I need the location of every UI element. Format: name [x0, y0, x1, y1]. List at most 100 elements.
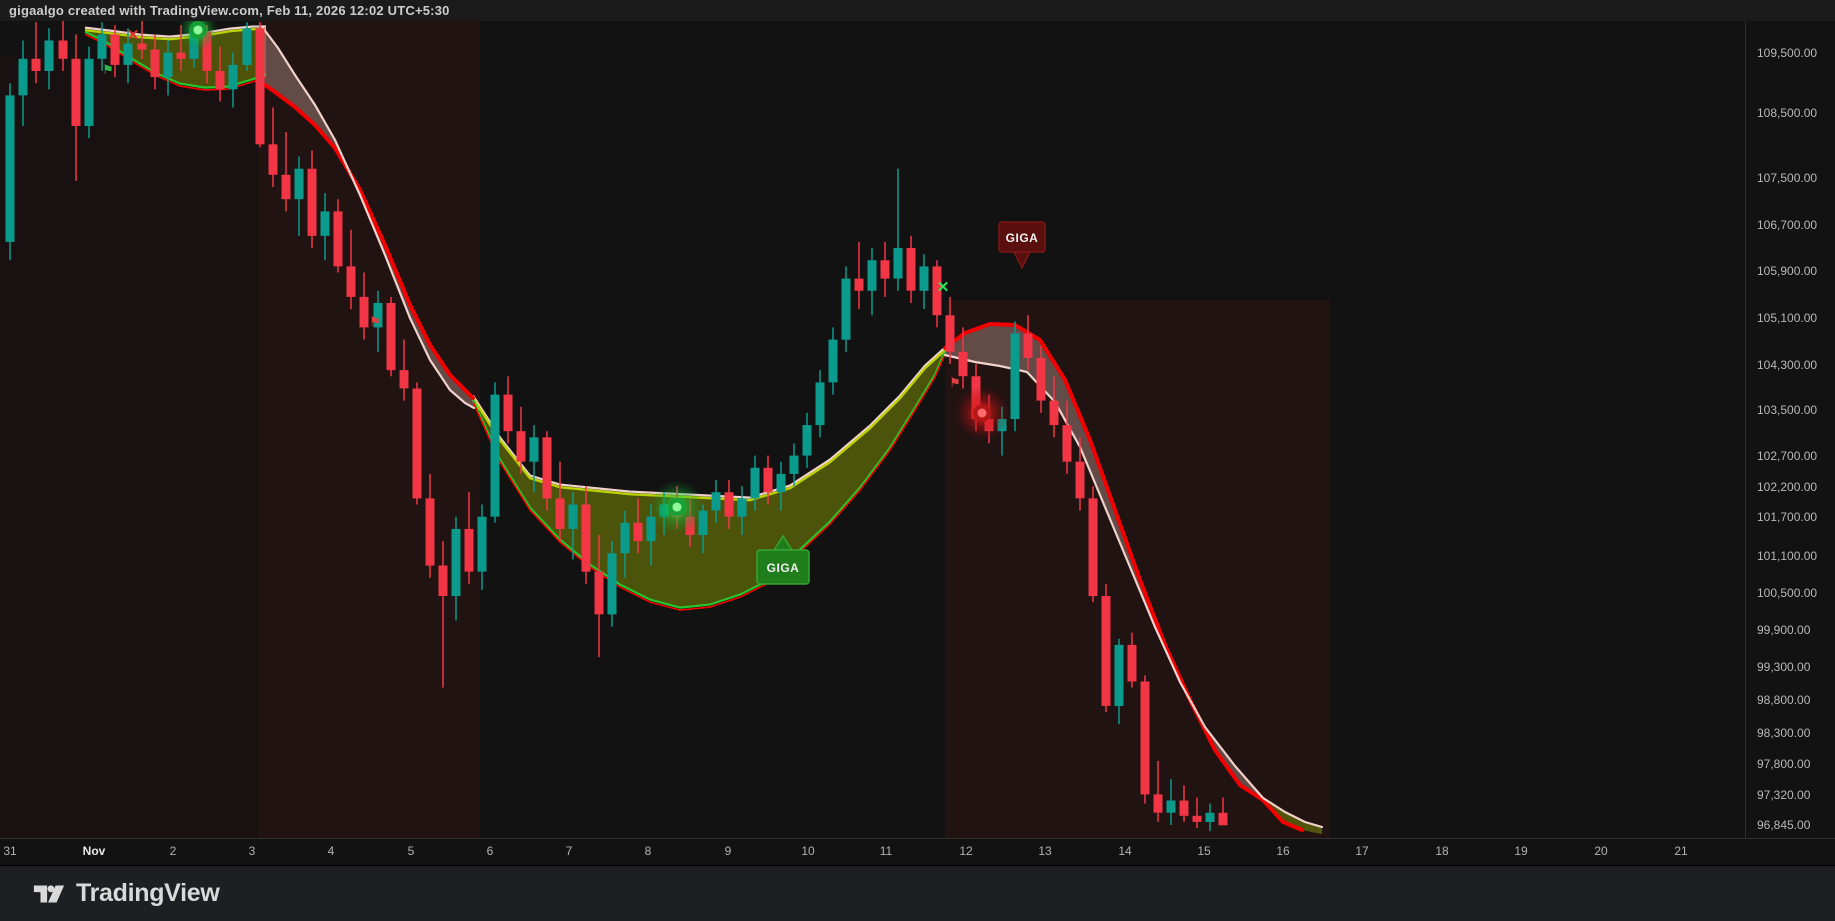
price-tick-label: 101,700.00	[1757, 510, 1818, 524]
candle-body-down	[359, 296, 369, 328]
ma-line-pink	[261, 26, 476, 410]
time-tick-label: 8	[644, 844, 652, 858]
time-tick-label: 5	[407, 844, 415, 858]
time-tick-label: 13	[1038, 844, 1052, 858]
price-tick-label: 104,300.00	[1757, 358, 1818, 372]
candle-body-down	[945, 315, 955, 352]
time-tick-label: 16	[1276, 844, 1290, 858]
price-tick-label: 98,800.00	[1757, 693, 1811, 707]
candle-body-down	[1179, 800, 1189, 816]
candle-body-up	[828, 339, 838, 383]
ma-line-red	[472, 353, 946, 611]
bear-band-fill	[258, 28, 474, 408]
brand-name[interactable]: TradingView	[76, 879, 220, 907]
candle-body-down	[281, 174, 291, 200]
glow-core-dot	[193, 25, 203, 35]
price-tick-label: 105,900.00	[1757, 264, 1818, 278]
ma-line-red	[943, 321, 1304, 832]
time-tick-label: 2	[169, 844, 177, 858]
label-box	[756, 549, 810, 585]
time-tick-label: 18	[1435, 844, 1449, 858]
candle-body-up	[646, 516, 656, 542]
candle-body-down	[255, 28, 265, 145]
time-tick-label: 21	[1674, 844, 1688, 858]
candle-body-down	[438, 565, 448, 596]
candle-body-up	[5, 95, 15, 242]
time-tick-label: 31	[3, 844, 17, 858]
chart-pane[interactable]: ✕ ✕ ⚑ ⚑ ⚑ GIGA GIGA	[0, 0, 1745, 838]
green-x-marker: ✕	[937, 279, 950, 296]
candle-body-down	[724, 492, 734, 517]
candle-body-down	[1192, 815, 1202, 822]
price-tick-label: 97,320.00	[1757, 788, 1811, 802]
time-axis[interactable]: 31 Nov 2 3 4 5 6 7 8 9 10 11 12 13 14 15 16 17 18 19 20 21	[0, 838, 1835, 865]
candle-body-down	[58, 40, 68, 59]
candle-body-up	[568, 504, 578, 529]
time-tick-label: 11	[879, 844, 893, 858]
candle-body-up	[228, 64, 238, 90]
label-box	[998, 221, 1046, 253]
candle-body-down	[150, 49, 160, 78]
green-flag-marker: ⚑	[102, 62, 114, 77]
glow-core-dot	[977, 408, 987, 418]
candle-body-down	[1049, 400, 1059, 426]
ma-line-yellow	[471, 349, 946, 502]
tradingview-logo-icon[interactable]	[32, 879, 66, 909]
red-x-marker: ✕	[127, 27, 140, 44]
candle-body-down	[503, 394, 513, 432]
candle-body-up	[320, 211, 330, 236]
trend-tint	[0, 55, 258, 838]
candle-body-down	[215, 71, 225, 90]
candle-body-up	[711, 492, 721, 511]
price-axis[interactable]: 109,500.00 108,500.00 107,500.00 106,700.00…	[1745, 0, 1835, 838]
candle-body-up	[737, 498, 747, 517]
price-tick-label: 100,500.00	[1757, 586, 1818, 600]
candle-body-down	[1036, 357, 1046, 401]
candle-body-down	[1088, 498, 1098, 597]
candle-body-up	[529, 437, 539, 462]
label-text: GIGA	[767, 561, 800, 575]
giga-buy-label[interactable]: GIGA	[756, 534, 810, 585]
price-tick-label: 108,500.00	[1757, 106, 1818, 120]
footer-bar: TradingView	[0, 865, 1835, 921]
candle-body-up	[451, 528, 461, 597]
time-tick-label: 15	[1197, 844, 1211, 858]
candle-body-up	[1010, 333, 1020, 419]
candle-body-up	[607, 553, 617, 615]
price-tick-label: 102,200.00	[1757, 480, 1818, 494]
candle-body-down	[346, 266, 356, 297]
time-tick-label: 10	[801, 844, 815, 858]
giga-sell-label[interactable]: GIGA	[998, 221, 1046, 270]
candle-body-up	[97, 34, 107, 59]
price-tick-label: 98,300.00	[1757, 726, 1811, 740]
candle-body-down	[333, 211, 343, 267]
red-flag-marker: ⚑	[949, 375, 961, 390]
candle-body-up	[698, 510, 708, 535]
candle-body-down	[958, 351, 968, 377]
candle-body-down	[202, 31, 212, 71]
candle-body-down	[399, 370, 409, 389]
candle-body-down	[1153, 794, 1163, 813]
ma-line-red	[256, 78, 475, 400]
candle-body-down	[268, 144, 278, 175]
candle-body-up	[841, 278, 851, 340]
label-text: GIGA	[1006, 231, 1039, 245]
time-tick-label: 20	[1594, 844, 1608, 858]
candle-body-up	[477, 516, 487, 572]
candle-body-down	[763, 467, 773, 493]
ma-line-pink	[472, 346, 946, 499]
candle-body-up	[373, 303, 383, 328]
candle-body-up	[750, 467, 760, 499]
price-tick-label: 96,845.00	[1757, 818, 1811, 832]
candle-body-down	[906, 248, 916, 291]
price-tick-label: 107,500.00	[1757, 171, 1818, 185]
time-tick-label: 17	[1355, 844, 1369, 858]
red-flag-marker: ⚑	[369, 314, 381, 329]
time-tick-label: 4	[327, 844, 335, 858]
time-tick-label: 19	[1514, 844, 1528, 858]
candlestick-chart[interactable]: ✕ ✕ ⚑ ⚑ ⚑ GIGA GIGA	[0, 0, 1745, 838]
ma-line-green	[471, 351, 947, 609]
candle-body-down	[412, 388, 422, 499]
candle-body-up	[294, 168, 304, 200]
